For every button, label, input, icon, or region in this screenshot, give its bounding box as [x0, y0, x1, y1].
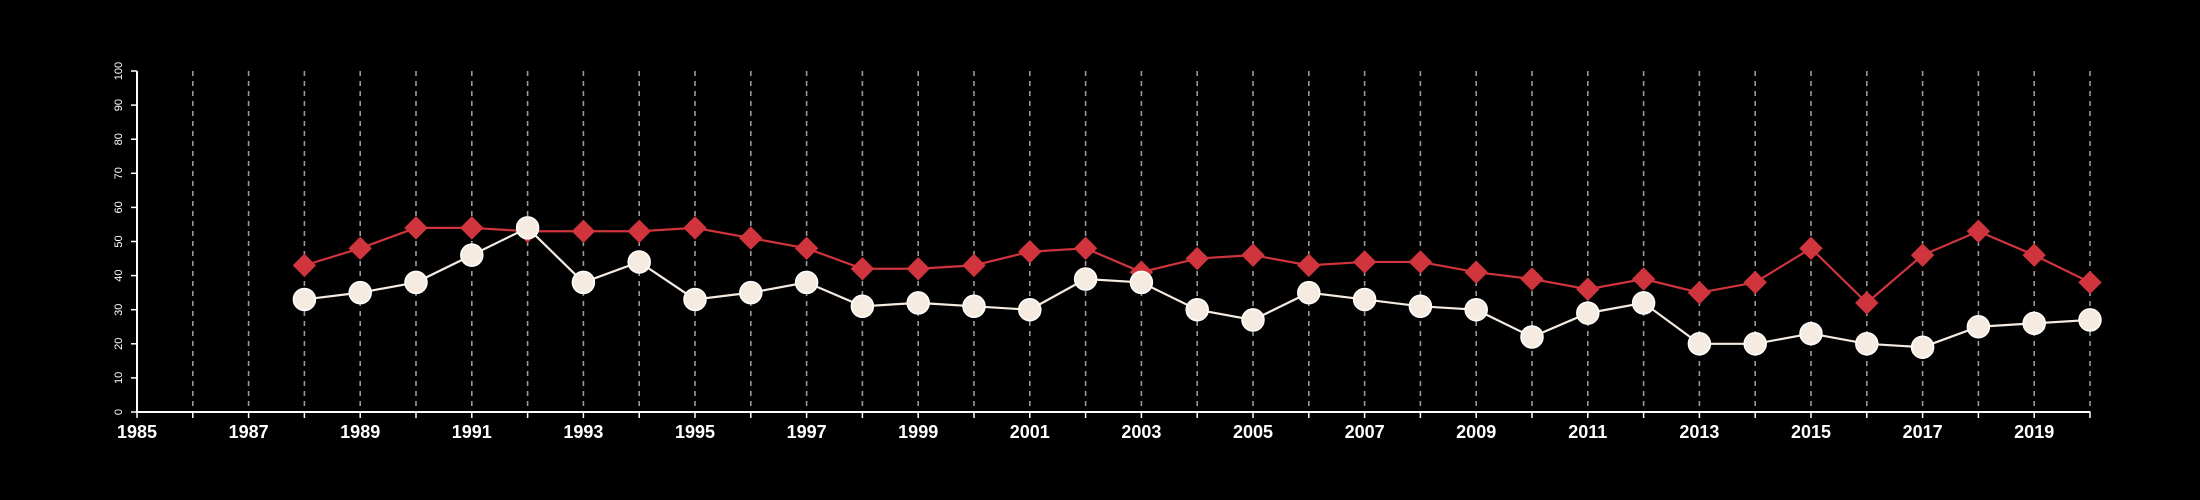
y-tick-label: 90: [113, 99, 125, 111]
x-tick-label: 1999: [898, 422, 938, 442]
data-point-circle: [515, 216, 540, 240]
data-point-diamond: [1297, 253, 1321, 278]
data-point-circle: [906, 291, 930, 315]
x-tick-label: 2015: [1791, 422, 1831, 442]
data-point-diamond: [739, 226, 763, 250]
series-layer: [292, 216, 2102, 359]
data-point-diamond: [404, 216, 428, 240]
data-point-diamond: [627, 219, 651, 243]
x-tick-label: 2003: [1121, 422, 1161, 442]
x-tick-label: 2017: [1903, 422, 1943, 442]
y-tick-label: 10: [113, 372, 125, 384]
data-point-circle: [1464, 297, 1488, 322]
data-point-diamond: [1018, 240, 1042, 264]
x-tick-label: 2009: [1456, 422, 1496, 442]
data-point-circle: [627, 250, 651, 274]
data-point-diamond: [1855, 291, 1879, 315]
data-point-circle: [1297, 280, 1321, 305]
data-point-diamond: [794, 236, 819, 261]
data-point-diamond: [1464, 260, 1488, 284]
data-point-diamond: [1185, 246, 1209, 271]
data-point-circle: [1520, 325, 1544, 349]
x-tick-label: 2001: [1010, 422, 1050, 442]
data-point-circle: [1687, 332, 1712, 356]
data-point-circle: [404, 270, 428, 295]
x-tick-label: 1987: [229, 422, 269, 442]
data-point-circle: [571, 270, 596, 295]
data-point-circle: [1352, 287, 1377, 312]
x-tick-label: 1997: [787, 422, 827, 442]
data-point-diamond: [850, 257, 875, 281]
data-point-circle: [1910, 335, 1935, 359]
data-point-diamond: [1576, 277, 1600, 301]
data-point-diamond: [292, 253, 317, 278]
data-point-diamond: [571, 219, 596, 243]
data-point-circle: [1185, 297, 1209, 322]
data-point-diamond: [1241, 243, 1265, 267]
data-point-circle: [739, 280, 763, 305]
y-tick-label: 50: [113, 235, 125, 247]
data-point-diamond: [1799, 236, 1823, 261]
x-tick-label: 1991: [452, 422, 492, 442]
data-point-circle: [1408, 294, 1433, 319]
data-point-circle: [1855, 332, 1879, 356]
data-point-diamond: [906, 257, 930, 281]
x-tick-label: 2019: [2014, 422, 2054, 442]
data-point-diamond: [460, 216, 484, 240]
y-tick-label: 40: [113, 269, 125, 281]
data-point-diamond: [1408, 250, 1433, 274]
y-tick-label: 0: [113, 409, 125, 415]
x-tick-label: 1989: [340, 422, 380, 442]
series-circle: [292, 216, 2102, 359]
data-point-circle: [1018, 297, 1042, 322]
data-point-diamond: [1910, 243, 1935, 267]
data-point-circle: [292, 287, 317, 312]
x-tick-label: 2011: [1568, 422, 1607, 442]
data-point-diamond: [2022, 243, 2046, 267]
grid-lines: [192, 71, 2091, 412]
data-point-circle: [962, 294, 986, 319]
x-tick-label: 2007: [1345, 422, 1385, 442]
data-point-circle: [1073, 267, 1098, 291]
data-point-diamond: [1631, 267, 1656, 291]
series-diamond: [292, 216, 2102, 315]
data-point-circle: [1966, 315, 1991, 339]
y-tick-label: 80: [113, 133, 125, 145]
data-point-diamond: [1073, 236, 1098, 261]
data-point-circle: [2078, 308, 2102, 332]
data-point-diamond: [348, 236, 372, 261]
y-tick-label: 100: [113, 62, 125, 80]
x-tick-label: 1993: [563, 422, 603, 442]
y-tick-label: 20: [113, 338, 125, 350]
data-point-circle: [460, 243, 484, 267]
data-point-circle: [1799, 321, 1823, 346]
data-point-circle: [2022, 311, 2046, 336]
data-point-diamond: [1743, 270, 1767, 295]
data-point-circle: [348, 280, 372, 305]
y-tick-label: 60: [113, 201, 125, 213]
data-point-diamond: [1687, 280, 1712, 305]
x-tick-label: 1995: [675, 422, 715, 442]
data-point-circle: [683, 287, 707, 312]
data-point-circle: [1631, 291, 1656, 315]
data-point-diamond: [1966, 219, 1991, 243]
data-point-circle: [850, 294, 875, 319]
data-point-diamond: [1352, 250, 1377, 274]
data-point-diamond: [683, 216, 707, 240]
data-point-circle: [1576, 301, 1600, 325]
axes: 0 10 20 30 40 50 60 70 80 90 100 1985 1987 1989 1991 19…: [113, 62, 2091, 442]
data-point-diamond: [1520, 267, 1544, 291]
data-point-circle: [1129, 270, 1154, 295]
x-tick-label: 2013: [1679, 422, 1719, 442]
data-point-circle: [794, 270, 819, 295]
x-tick-label: 2005: [1233, 422, 1273, 442]
x-tick-label: 1985: [117, 422, 157, 442]
data-point-diamond: [2078, 270, 2102, 295]
y-tick-label: 70: [113, 167, 125, 179]
y-tick-label: 30: [113, 304, 125, 316]
data-point-diamond: [962, 253, 986, 278]
data-point-circle: [1743, 332, 1767, 356]
data-point-circle: [1241, 308, 1265, 332]
